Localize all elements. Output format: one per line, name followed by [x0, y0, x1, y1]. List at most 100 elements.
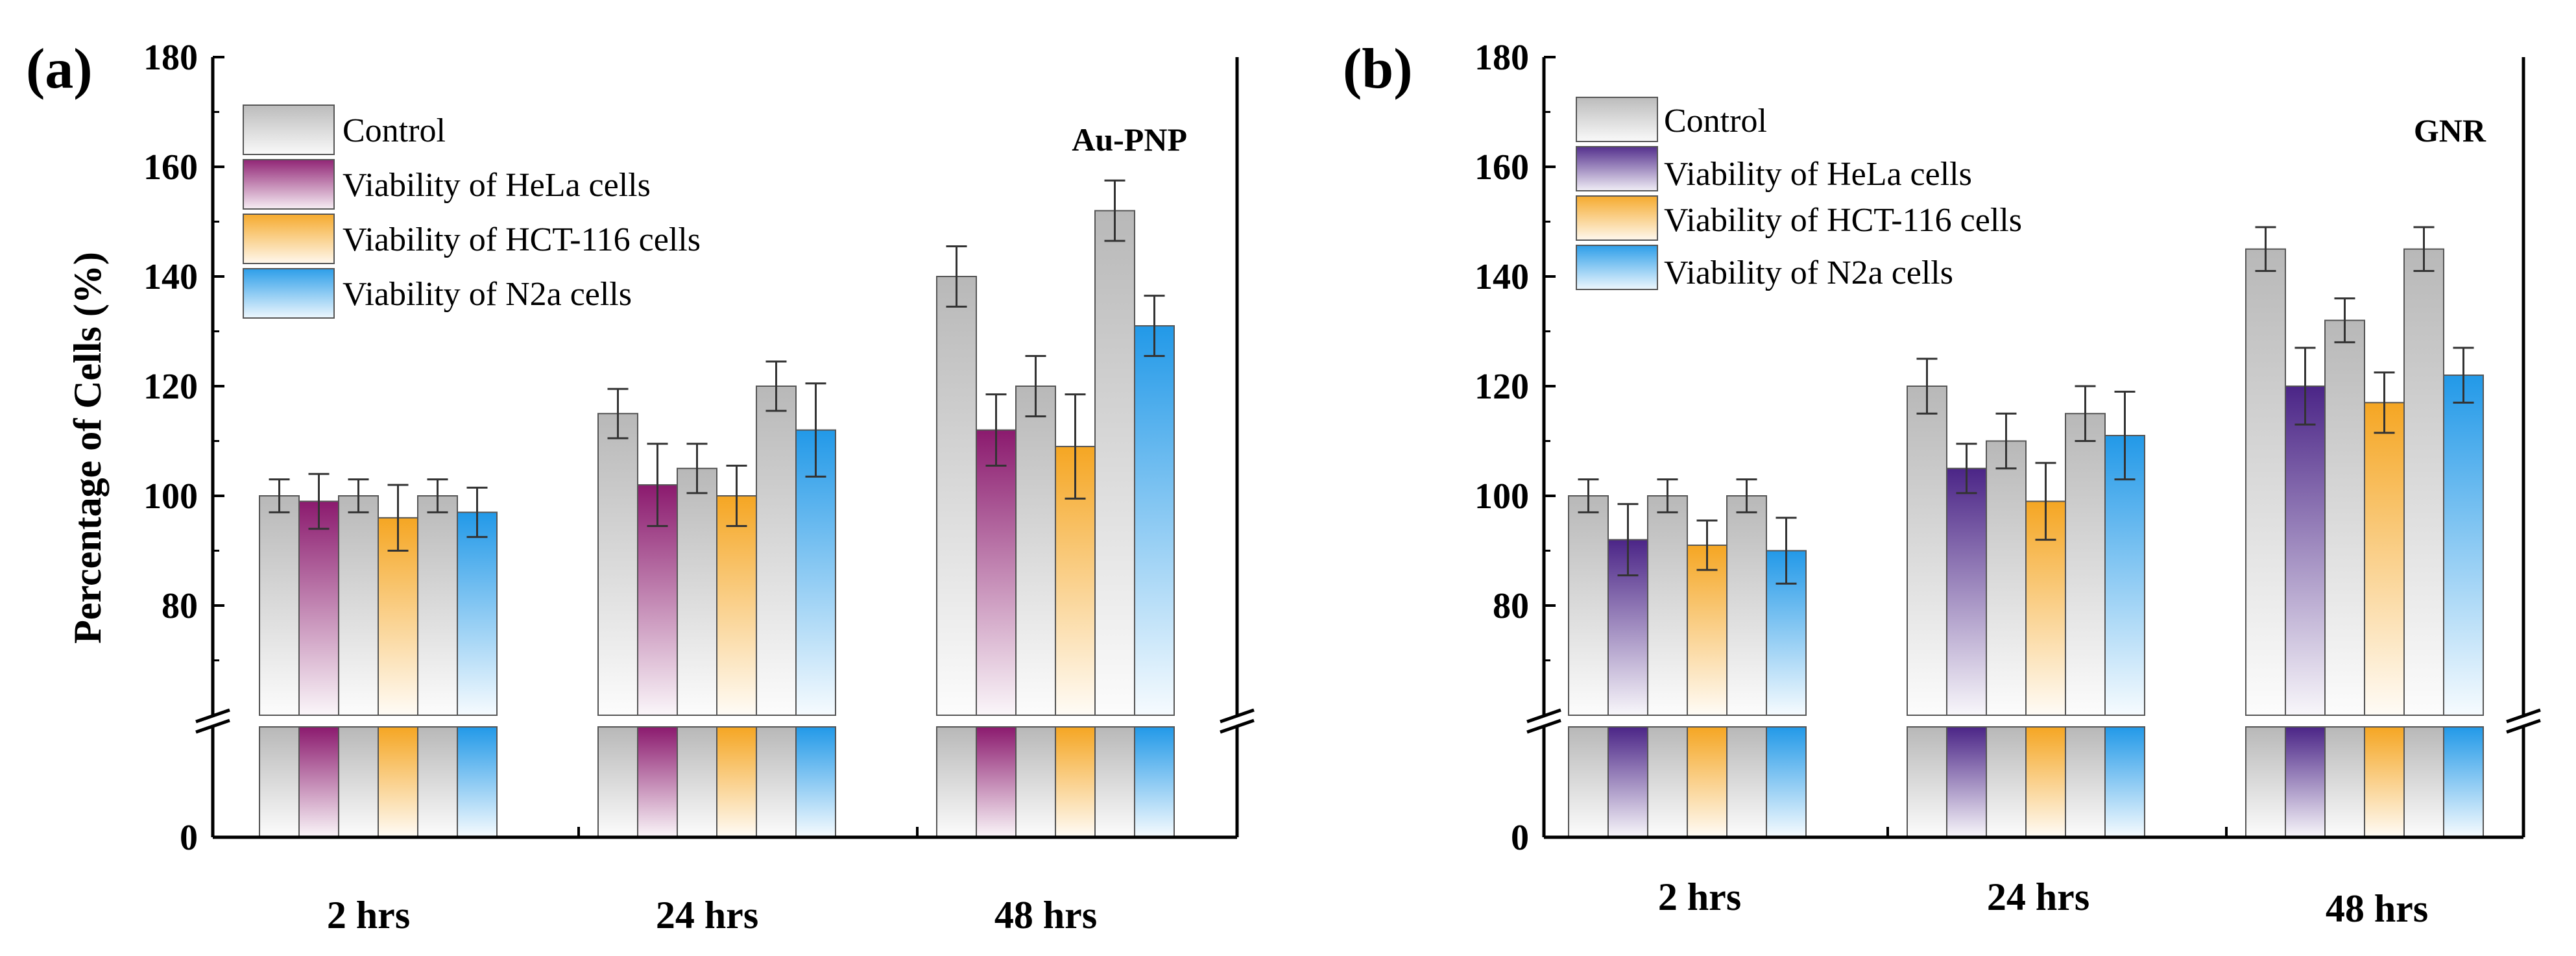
y-tick-label-180: 180	[143, 38, 198, 78]
bar-control-2-hrs	[1726, 495, 1767, 716]
x-tick-labels: 2 hrs 24 hrs 48 hrs	[327, 894, 1097, 937]
bar-lower-viability-of-hela-cells-48-hrs	[976, 726, 1017, 838]
y-axis-title: Percentage of Cells (%)	[66, 252, 109, 644]
error-bar-control-24-hrs	[1995, 412, 2017, 470]
y-tick-label-80: 80	[162, 586, 198, 626]
error-bar-control-48-hrs	[946, 245, 967, 308]
error-bar-viability-of-hct-116-cells-24-hrs	[2035, 461, 2056, 541]
x-tick-label-48hrs: 48 hrs	[994, 894, 1097, 937]
y-tick-label-160: 160	[1475, 147, 1529, 188]
panel-b-letter: (b)	[1343, 38, 1413, 101]
panel-a-letter: (a)	[26, 38, 93, 101]
bar-lower-viability-of-n2a-cells-2-hrs	[1766, 726, 1807, 838]
error-bar-control-2-hrs	[1657, 478, 1678, 513]
bar-lower-control-24-hrs	[677, 726, 717, 838]
bar-control-48-hrs	[1094, 210, 1135, 717]
bar-lower-control-48-hrs	[2403, 726, 2444, 838]
error-bar-control-48-hrs	[1025, 355, 1046, 417]
legend-label-control: Control	[343, 112, 446, 149]
y-tick-label-180: 180	[1475, 38, 1529, 78]
bar-lower-control-2-hrs	[417, 726, 458, 838]
bar-viability-of-hct-116-cells-24-hrs	[716, 495, 757, 716]
x-tick-label-24hrs: 24 hrs	[1987, 876, 2089, 918]
error-bar-viability-of-hela-cells-24-hrs	[1956, 443, 1977, 495]
bar-lower-control-48-hrs	[2324, 726, 2365, 838]
bar-control-24-hrs	[597, 413, 638, 716]
y-tick-label-100: 100	[1475, 476, 1529, 517]
bar-control-2-hrs	[259, 495, 300, 716]
axis-break-mark	[1220, 708, 1255, 734]
y-tick-label-0: 0	[1511, 818, 1529, 858]
legend: Control Viability of HeLa cells Viabilit…	[243, 104, 701, 319]
legend-label-n2a: Viability of N2a cells	[343, 276, 632, 313]
error-bar-control-2-hrs	[427, 478, 448, 513]
y-tick-label-0: 0	[180, 818, 198, 858]
plot-area: 180 160 140 120 100 80 0	[143, 38, 1255, 858]
bar-lower-control-2-hrs	[1647, 726, 1688, 838]
error-bar-viability-of-hela-cells-24-hrs	[647, 443, 668, 527]
error-bar-control-2-hrs	[269, 478, 290, 513]
error-bar-control-24-hrs	[686, 443, 708, 495]
bar-lower-viability-of-hct-116-cells-48-hrs	[2364, 726, 2405, 838]
bar-lower-control-48-hrs	[936, 726, 977, 838]
bar-lower-viability-of-hela-cells-24-hrs	[1946, 726, 1987, 838]
bar-lower-control-2-hrs	[1568, 726, 1609, 838]
legend-swatch-viability-of-hct-116-cells	[243, 214, 335, 264]
x-tick-label-48hrs: 48 hrs	[2326, 887, 2428, 930]
bar-control-2-hrs	[338, 495, 379, 716]
legend-swatch-viability-of-hela-cells	[243, 159, 335, 210]
error-bar-viability-of-n2a-cells-2-hrs	[466, 486, 488, 538]
bar-lower-control-24-hrs	[1986, 726, 2027, 838]
bar-lower-viability-of-n2a-cells-24-hrs	[795, 726, 836, 838]
legend-label-hct116: Viability of HCT-116 cells	[343, 221, 701, 258]
bar-lower-viability-of-n2a-cells-24-hrs	[2104, 726, 2145, 838]
legend-label-control: Control	[1664, 103, 1767, 140]
bar-lower-viability-of-hct-116-cells-24-hrs	[2025, 726, 2066, 838]
y-tick-label-100: 100	[143, 476, 198, 517]
sample-annotation-gnr: GNR	[2414, 112, 2486, 149]
error-bar-viability-of-n2a-cells-24-hrs	[805, 382, 826, 478]
plot-area: 180 160 140 120 100 80 0	[1475, 38, 2541, 858]
error-bar-viability-of-n2a-cells-24-hrs	[2114, 390, 2136, 481]
error-bar-control-48-hrs	[2255, 226, 2276, 273]
bar-lower-control-2-hrs	[1726, 726, 1767, 838]
axis-break-mark	[1526, 708, 1561, 734]
error-bar-viability-of-hela-cells-2-hrs	[308, 472, 330, 530]
y-tick-label-120: 120	[1475, 367, 1529, 407]
bar-control-24-hrs	[677, 467, 717, 716]
error-bar-control-24-hrs	[607, 387, 629, 439]
error-bar-viability-of-n2a-cells-48-hrs	[2453, 347, 2474, 404]
error-bar-viability-of-hct-116-cells-48-hrs	[2374, 371, 2395, 434]
legend-swatch-viability-of-n2a-cells	[243, 268, 335, 319]
bar-control-48-hrs	[1015, 386, 1056, 716]
error-bar-viability-of-hct-116-cells-2-hrs	[387, 484, 409, 552]
error-bar-viability-of-hct-116-cells-48-hrs	[1065, 393, 1086, 500]
bar-lower-viability-of-hct-116-cells-2-hrs	[1687, 726, 1727, 838]
bar-lower-viability-of-hct-116-cells-48-hrs	[1055, 726, 1096, 838]
bar-control-48-hrs	[2324, 319, 2365, 717]
error-bar-control-24-hrs	[2075, 385, 2096, 442]
bar-viability-of-hela-cells-48-hrs	[976, 429, 1017, 716]
panel-b: 180 160 140 120 100 80 0 (b) GNR Control Viabi…	[1343, 38, 2541, 930]
sample-annotation-au-pnp: Au-PNP	[1072, 121, 1187, 158]
bar-lower-viability-of-hct-116-cells-2-hrs	[378, 726, 418, 838]
bar-lower-control-2-hrs	[259, 726, 300, 838]
bar-lower-viability-of-hela-cells-24-hrs	[637, 726, 678, 838]
y-tick-label-80: 80	[1493, 586, 1529, 626]
bar-control-24-hrs	[756, 386, 797, 716]
error-bar-control-24-hrs	[1916, 358, 1938, 415]
legend-label-hela: Viability of HeLa cells	[1664, 156, 1972, 193]
bar-lower-viability-of-hct-116-cells-24-hrs	[716, 726, 757, 838]
bar-lower-viability-of-hela-cells-2-hrs	[1607, 726, 1648, 838]
bar-viability-of-n2a-cells-2-hrs	[457, 511, 498, 716]
bar-lower-control-2-hrs	[338, 726, 379, 838]
bar-control-48-hrs	[2403, 248, 2444, 716]
bar-lower-viability-of-n2a-cells-48-hrs	[1134, 726, 1175, 838]
bar-viability-of-n2a-cells-48-hrs	[2443, 374, 2484, 716]
legend-swatch-viability-of-hela-cells	[1576, 146, 1658, 191]
x-tick-label-24hrs: 24 hrs	[656, 894, 758, 937]
bar-lower-viability-of-n2a-cells-2-hrs	[457, 726, 498, 838]
error-bar-control-48-hrs	[2413, 226, 2435, 273]
error-bar-viability-of-hct-116-cells-2-hrs	[1696, 519, 1718, 571]
bar-lower-control-48-hrs	[1015, 726, 1056, 838]
